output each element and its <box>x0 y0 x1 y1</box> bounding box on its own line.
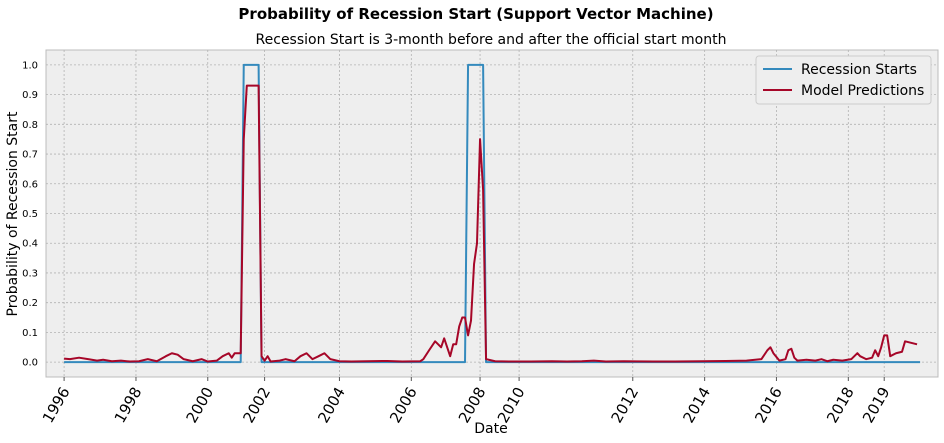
y-tick-label: 0.1 <box>22 328 38 339</box>
y-tick-label: 0.7 <box>22 150 38 161</box>
y-axis-ticks: 0.0 0.1 0.2 0.3 0.4 0.5 0.6 0.7 0.8 0.9 1.0 <box>22 60 38 368</box>
y-tick-label: 0.9 <box>22 90 38 101</box>
chart-subtitle: Recession Start is 3-month before and af… <box>256 32 727 48</box>
y-tick-label: 0.2 <box>22 298 38 309</box>
y-tick-label: 0.8 <box>22 120 38 131</box>
y-tick-label: 1.0 <box>22 60 38 71</box>
series-lines <box>63 63 921 364</box>
y-tick-label: 0.5 <box>22 209 38 220</box>
y-axis-label: Probability of Recession Start <box>5 111 21 317</box>
gridlines <box>46 50 938 377</box>
legend: Recession Starts Model Predictions <box>755 55 932 105</box>
y-tick-label: 0.6 <box>22 179 38 190</box>
series-line-model-predictions <box>63 84 918 363</box>
chart-title: Probability of Recession Start (Support … <box>238 5 713 23</box>
legend-label-recession-starts: Recession Starts <box>801 62 917 78</box>
legend-label-model-predictions: Model Predictions <box>801 83 924 99</box>
y-tick-label: 0.0 <box>22 358 38 369</box>
x-axis-label: Date <box>474 421 507 437</box>
y-tick-label: 0.4 <box>22 239 38 250</box>
y-tick-label: 0.3 <box>22 268 38 279</box>
legend-box <box>755 55 932 105</box>
